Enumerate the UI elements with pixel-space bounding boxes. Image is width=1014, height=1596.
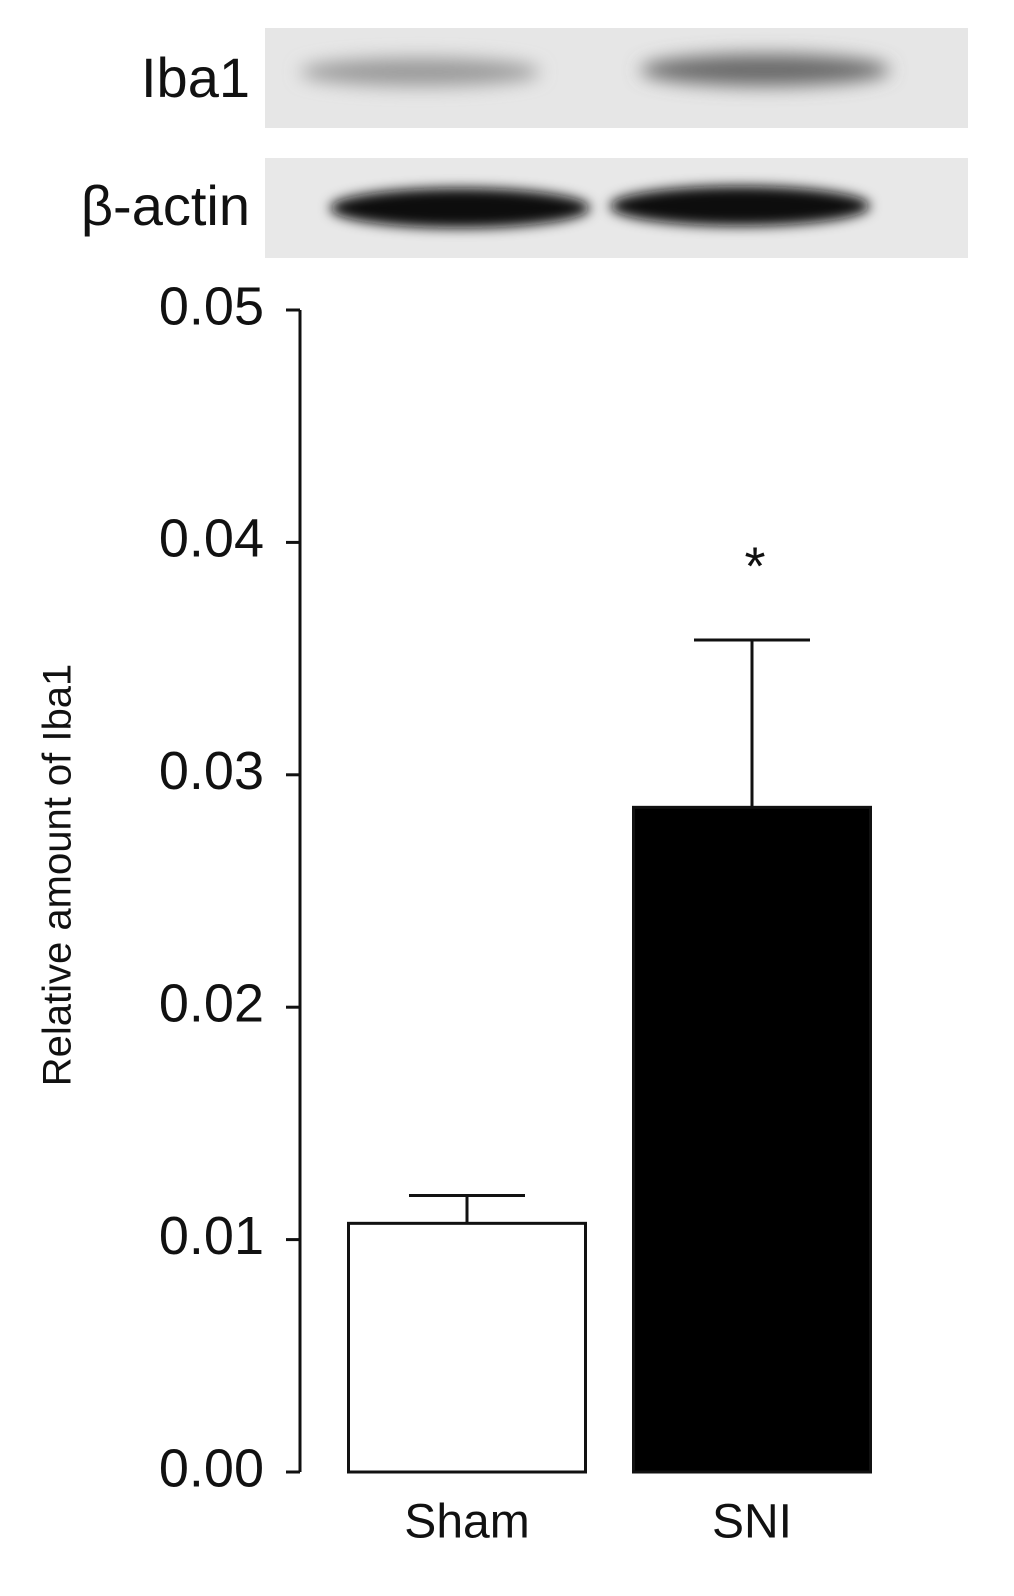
- y-tick-label: 0.04: [159, 509, 264, 569]
- x-tick-label: SNI: [712, 1496, 792, 1549]
- blot-label: Iba1: [141, 46, 250, 109]
- significance-marker: *: [744, 536, 765, 596]
- blot-band: [330, 188, 590, 228]
- blot-band: [610, 186, 870, 226]
- y-tick-label: 0.05: [159, 276, 264, 336]
- western-blot: Iba1 β-actin: [81, 28, 968, 258]
- blot-band: [300, 58, 540, 86]
- x-tick-label: Sham: [404, 1496, 529, 1549]
- blot-label: β-actin: [81, 174, 250, 237]
- y-axis-label: Relative amount of Iba1: [36, 664, 80, 1086]
- bar: [347, 1221, 587, 1474]
- y-tick-label: 0.02: [159, 973, 264, 1033]
- bar: [632, 805, 872, 1474]
- y-tick-label: 0.01: [159, 1206, 264, 1266]
- y-tick-label: 0.03: [159, 741, 264, 801]
- blot-band: [640, 54, 890, 86]
- y-tick-label: 0.00: [159, 1438, 264, 1498]
